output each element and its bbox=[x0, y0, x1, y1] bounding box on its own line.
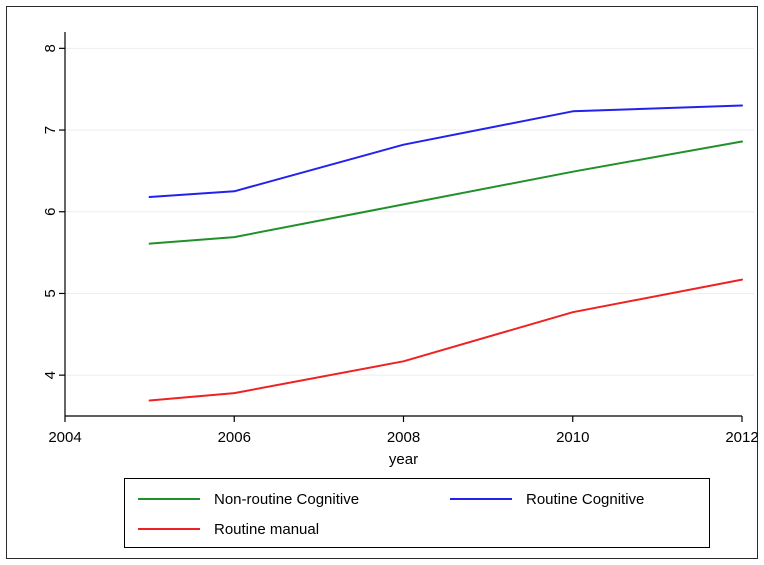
legend-item-non-routine-cognitive: Non-routine Cognitive bbox=[138, 489, 359, 509]
legend-swatch-routine-cognitive bbox=[450, 498, 512, 500]
legend-label-routine-manual: Routine manual bbox=[214, 520, 320, 538]
y-tick-label: 7 bbox=[42, 126, 59, 134]
y-tick-label: 6 bbox=[42, 208, 59, 216]
axes bbox=[59, 32, 743, 422]
x-tick-label: 2010 bbox=[556, 429, 589, 446]
legend-item-routine-manual: Routine manual bbox=[138, 519, 319, 539]
x-tick-label: 2006 bbox=[218, 429, 251, 446]
tick-labels: 4 5 6 7 8 2004 2006 2008 2010 2012 bbox=[42, 44, 759, 446]
legend: Non-routine Cognitive Routine Cognitive … bbox=[124, 478, 710, 548]
legend-swatch-routine-manual bbox=[138, 528, 200, 530]
x-axis-title: year bbox=[389, 451, 418, 468]
figure-frame bbox=[6, 6, 758, 559]
series-line-routine-cognitive bbox=[148, 104, 743, 198]
x-tick-label: 2008 bbox=[387, 429, 420, 446]
grid bbox=[65, 47, 754, 376]
series-line-routine-manual bbox=[148, 278, 743, 402]
legend-item-routine-cognitive: Routine Cognitive bbox=[450, 489, 644, 509]
x-tick-label: 2004 bbox=[48, 429, 81, 446]
x-tick-label: 2012 bbox=[725, 429, 758, 446]
y-tick-label: 4 bbox=[42, 371, 59, 379]
series bbox=[148, 104, 743, 402]
legend-swatch-non-routine-cognitive bbox=[138, 498, 200, 500]
y-tick-label: 5 bbox=[42, 289, 59, 297]
legend-label-non-routine-cognitive: Non-routine Cognitive bbox=[214, 490, 360, 508]
legend-label-routine-cognitive: Routine Cognitive bbox=[526, 490, 645, 508]
y-tick-label: 8 bbox=[42, 44, 59, 52]
series-line-non-routine-cognitive bbox=[148, 140, 743, 245]
